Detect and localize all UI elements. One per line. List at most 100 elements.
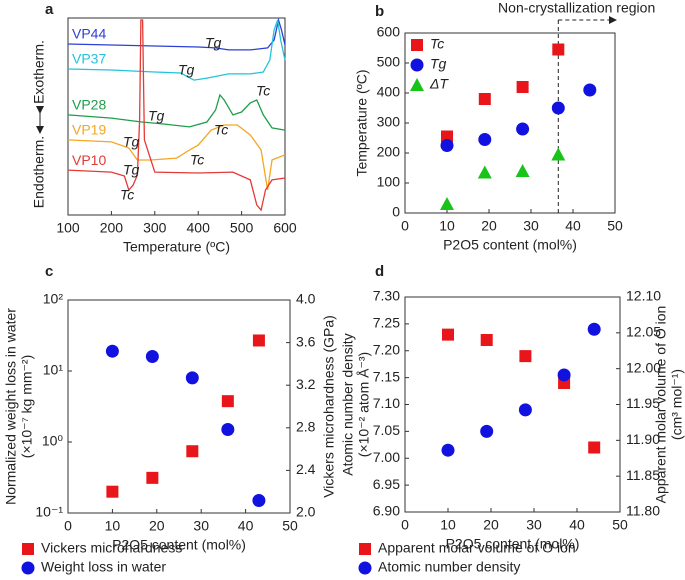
triangle-marker: [551, 147, 566, 161]
plot-frame: [67, 17, 286, 216]
y-tick-label: 7.15: [373, 368, 400, 384]
circle-marker: [557, 368, 571, 382]
plot-frame: [67, 299, 291, 514]
curve-label: VP28: [72, 97, 106, 113]
transition-label: Tc: [120, 187, 134, 203]
x-tick-label: 0: [401, 218, 409, 234]
y-tick-label: 0: [392, 204, 400, 220]
panel-label: d: [375, 263, 384, 280]
dsc-curve: [67, 19, 286, 81]
square-marker: [146, 471, 159, 484]
square-marker: [252, 334, 265, 347]
curve-label: VP37: [72, 51, 106, 67]
y-axis-label: Atomic number density: [340, 333, 356, 475]
x-axis-label: P2O5 content (mol%): [443, 237, 577, 253]
y-tick-label: 10⁻¹: [35, 504, 63, 520]
triangle-marker: [515, 164, 530, 177]
circle-marker: [583, 83, 597, 97]
square-marker: [442, 328, 454, 341]
x-tick-label: 500: [230, 220, 254, 236]
square-marker: [106, 485, 119, 498]
circle-marker: [587, 322, 601, 336]
region-label: Non-crystallization region: [498, 0, 655, 16]
transition-label: Tc: [214, 122, 228, 138]
circle-marker: [358, 561, 372, 575]
dsc-curve: [67, 93, 286, 131]
transition-label: Tc: [190, 152, 204, 168]
circle-marker: [410, 58, 424, 72]
x-tick-label: 0: [401, 517, 409, 533]
curve-label: VP44: [72, 26, 106, 42]
square-marker: [552, 43, 565, 56]
transition-label: Tg: [123, 134, 140, 150]
triangle-marker: [477, 165, 492, 179]
y2-tick-label: 12.10: [626, 288, 661, 304]
y-tick-label: 600: [377, 24, 401, 40]
y-axis-label: Normalized weight loss in water: [3, 308, 19, 505]
x-tick-label: 20: [481, 218, 497, 234]
legend-label: Vickers microhardness: [41, 540, 182, 556]
square-marker: [588, 441, 601, 454]
x-tick-label: 20: [149, 518, 165, 534]
x-tick-label: 10: [105, 518, 121, 534]
x-tick-label: 30: [193, 518, 209, 534]
y-tick-label: 300: [377, 114, 401, 130]
x-tick-label: 400: [187, 220, 211, 236]
square-marker: [478, 93, 491, 105]
x-axis-label: Temperature (ºC): [123, 239, 230, 255]
circle-marker: [440, 139, 454, 152]
square-marker: [186, 445, 199, 458]
y2-axis-label: Vickers microhardness (GPa): [321, 315, 337, 498]
x-tick-label: 600: [273, 220, 297, 236]
y2-tick-label: 3.2: [296, 376, 316, 392]
y-axis-label: (×10⁻⁷ kg mm⁻²): [19, 355, 35, 458]
square-marker: [516, 81, 529, 93]
square-marker: [480, 334, 493, 346]
y-tick-label: 6.90: [373, 503, 400, 519]
y-axis-label: (×10⁻² atom Å⁻³): [356, 352, 372, 457]
circle-marker: [518, 403, 532, 417]
circle-marker: [441, 443, 455, 457]
x-tick-label: 50: [282, 518, 298, 534]
circle-marker: [551, 101, 565, 115]
y2-tick-label: 2.4: [296, 461, 316, 477]
square-marker: [411, 39, 423, 51]
x-tick-label: 30: [526, 517, 542, 533]
y-tick-label: 200: [377, 144, 401, 160]
circle-marker: [478, 133, 492, 146]
y-tick-label: 500: [377, 54, 401, 70]
curve-label: VP19: [72, 122, 106, 138]
y-tick-label: 10¹: [43, 362, 64, 378]
transition-label: Tg: [205, 35, 222, 51]
square-marker: [519, 350, 532, 363]
circle-marker: [480, 424, 494, 438]
y2-tick-label: 3.6: [296, 333, 316, 349]
triangle-marker: [410, 78, 424, 91]
x-tick-label: 50: [607, 218, 623, 234]
legend-label: Apparent molar volume of O ion: [378, 540, 576, 556]
y-tick-label: 7.05: [373, 422, 400, 438]
triangle-marker: [440, 197, 454, 210]
legend-label: Weight loss in water: [41, 559, 166, 575]
y-tick-label: 100: [377, 174, 401, 190]
y2-tick-label: 11.95: [626, 395, 660, 411]
y-axis-label-high: Exotherm.: [31, 40, 47, 104]
dsc-curve: [67, 19, 286, 212]
curve-label: VP10: [72, 152, 106, 168]
y-tick-label: 7.10: [373, 395, 400, 411]
legend-label: Atomic number density: [378, 559, 520, 575]
y2-tick-label: 2.0: [296, 504, 316, 520]
square-marker: [359, 543, 371, 555]
circle-marker: [185, 371, 199, 385]
x-tick-label: 40: [565, 218, 581, 234]
transition-label: Tg: [178, 62, 195, 78]
circle-marker: [105, 344, 119, 358]
y2-axis-label: Apparent molar volume of O ion: [653, 306, 669, 504]
panel-label: c: [45, 263, 53, 280]
y2-tick-label: 11.90: [626, 431, 660, 447]
x-tick-label: 100: [56, 220, 80, 236]
x-tick-label: 40: [238, 518, 254, 534]
dsc-curve: [67, 17, 286, 51]
y-tick-label: 10²: [43, 291, 64, 307]
